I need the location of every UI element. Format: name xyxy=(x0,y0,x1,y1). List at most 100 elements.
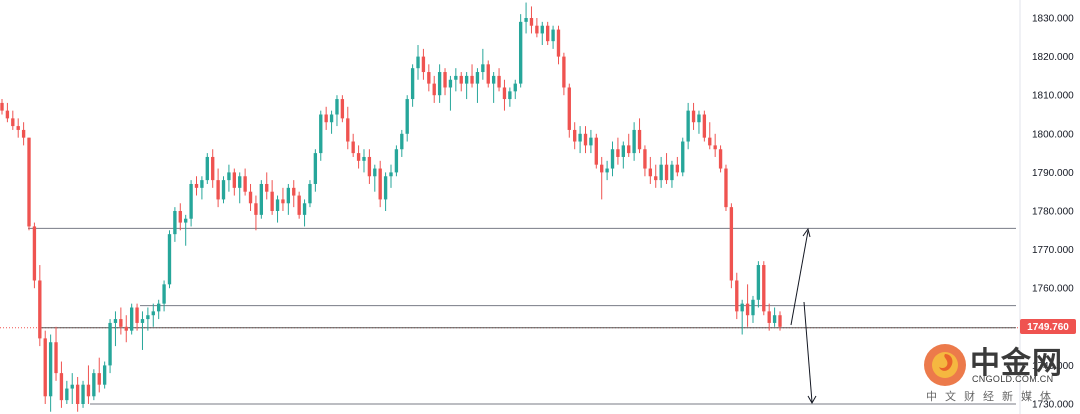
candle xyxy=(216,168,220,208)
candle-body xyxy=(292,187,296,196)
candle-body xyxy=(551,29,555,42)
candle-body xyxy=(697,114,701,123)
candle-body xyxy=(194,183,199,188)
candle-body xyxy=(751,299,755,316)
cngold-watermark: 中金网 CNGOLD.COM.CN 中文财经新媒体 xyxy=(918,340,1078,410)
candle xyxy=(189,180,193,227)
candle-body xyxy=(70,384,74,389)
candle-body xyxy=(675,164,680,173)
candle-body xyxy=(600,164,604,173)
candle xyxy=(464,72,469,100)
candle xyxy=(772,307,777,327)
candle xyxy=(32,222,37,289)
candle-body xyxy=(605,168,609,173)
candle xyxy=(340,95,345,123)
candle-body xyxy=(259,183,264,215)
candle xyxy=(481,48,485,80)
candle xyxy=(583,126,588,154)
candle-body xyxy=(232,172,236,188)
watermark-name: 中金网 xyxy=(970,346,1063,381)
candle-body xyxy=(140,319,145,323)
candle-body xyxy=(146,315,150,320)
candle xyxy=(270,180,274,215)
candle xyxy=(108,319,112,374)
candle-body xyxy=(27,137,31,227)
candle-body xyxy=(756,265,761,300)
candle-body xyxy=(16,126,20,130)
candle-body xyxy=(92,373,96,397)
candle xyxy=(178,203,182,231)
candle xyxy=(265,172,269,200)
candle-body xyxy=(648,168,653,177)
candle-body xyxy=(129,307,134,331)
candle xyxy=(16,118,20,138)
candle xyxy=(567,83,571,138)
current-price-tag: 1749.760 xyxy=(1020,319,1076,334)
candle-body xyxy=(124,326,128,331)
candle xyxy=(162,280,166,312)
candle-body xyxy=(578,133,582,142)
candle-body xyxy=(238,176,242,188)
candle-body xyxy=(21,129,26,138)
candle-body xyxy=(497,75,501,88)
candle-body xyxy=(119,319,123,327)
candle xyxy=(102,361,107,389)
candle-body xyxy=(416,56,420,69)
cngold-logo-icon xyxy=(924,344,966,386)
candle-body xyxy=(459,75,463,84)
candle-body xyxy=(162,284,166,304)
candle xyxy=(610,141,615,177)
candle-body xyxy=(745,303,750,316)
candle-body xyxy=(524,18,528,22)
candle xyxy=(286,183,291,215)
candle-body xyxy=(335,99,339,115)
candle xyxy=(297,191,301,219)
candle-body xyxy=(486,64,490,84)
candle xyxy=(135,303,139,331)
candle xyxy=(427,64,431,92)
candle xyxy=(659,156,663,188)
candle xyxy=(313,149,318,192)
candle xyxy=(643,145,647,177)
candle xyxy=(637,118,642,154)
candle xyxy=(535,18,539,38)
candle-body xyxy=(702,114,707,138)
candle-body xyxy=(319,114,323,154)
price-axis-ticks: 1730.0001740.0001750.0001760.0001770.000… xyxy=(1032,14,1074,411)
watermark-tagline: 中文财经新媒体 xyxy=(926,390,1059,403)
candle xyxy=(65,380,69,404)
candle xyxy=(70,373,74,404)
candle xyxy=(524,2,528,34)
candle-body xyxy=(691,110,696,123)
candle xyxy=(605,160,609,181)
candle xyxy=(157,299,161,320)
candle-body xyxy=(518,21,523,84)
candle-body xyxy=(340,99,345,119)
candle-body xyxy=(421,56,426,73)
candle xyxy=(248,183,253,211)
candle xyxy=(681,137,685,177)
y-tick-label: 1770.000 xyxy=(1032,245,1074,256)
candle xyxy=(740,299,744,335)
candle xyxy=(470,64,474,88)
candle xyxy=(11,110,15,130)
candle xyxy=(594,133,598,169)
candle-body xyxy=(157,303,161,312)
candle-body xyxy=(427,72,431,84)
candle xyxy=(421,48,426,80)
candle-body xyxy=(178,211,182,223)
candle xyxy=(329,110,334,134)
candle-body xyxy=(713,145,717,150)
candle xyxy=(697,110,701,134)
candle-body xyxy=(383,176,388,200)
candle-body xyxy=(681,141,685,173)
candle-body xyxy=(54,342,58,374)
candle xyxy=(745,284,750,327)
candle xyxy=(232,168,236,196)
candle xyxy=(691,102,696,130)
candle xyxy=(308,180,312,208)
candle xyxy=(275,195,280,223)
candle xyxy=(600,156,604,200)
candle xyxy=(686,102,690,150)
